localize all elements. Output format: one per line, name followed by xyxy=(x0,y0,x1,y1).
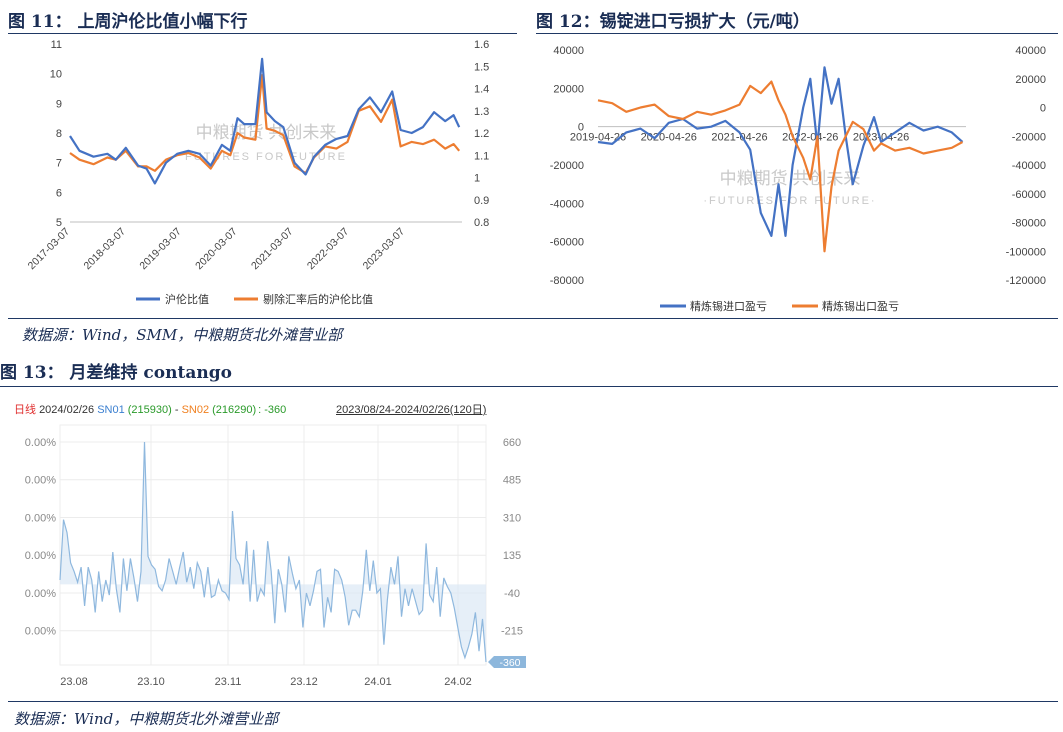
sn01-value: (215930) xyxy=(127,404,172,416)
y-left-tick-label: 0.00% xyxy=(25,437,56,449)
x-tick-label: 23.12 xyxy=(290,676,318,688)
y-right-tick-label: -40 xyxy=(504,588,520,600)
watermark-cn: 中粮期货 共创未来 xyxy=(196,123,337,142)
y-right-tick-label: 1.6 xyxy=(474,39,489,51)
y-right-tick-label: 310 xyxy=(503,512,521,524)
x-tick-label: 2019-03-07 xyxy=(137,226,184,273)
y-right-tick-label: -40000 xyxy=(1012,160,1046,172)
figure13-header: 日线 2024/02/26 SN01 (215930) - SN02 (216290… xyxy=(14,401,524,417)
y-right-tick-label: 1.4 xyxy=(474,84,489,96)
y-right-tick-label: 135 xyxy=(503,550,521,562)
date-range[interactable]: 2023/08/24-2024/02/26(120日) xyxy=(336,404,487,416)
y-left-tick-label: 5 xyxy=(56,217,62,229)
y-right-tick-label: -120000 xyxy=(1006,275,1046,287)
x-tick-label: 2017-03-07 xyxy=(26,226,73,273)
series-line xyxy=(597,80,964,253)
figure12-title: 图 12：锡锭进口亏损扩大（元/吨） xyxy=(536,12,810,32)
figure12-chart: 中粮期货 共创未来·FUTURES FOR FUTURE·-80000-6000… xyxy=(550,45,1046,313)
header-dash: - xyxy=(174,404,179,416)
y-right-tick-label: 40000 xyxy=(1015,45,1046,57)
watermark-en: FUTURES FOR FUTURE xyxy=(185,151,347,163)
sn02-value: (216290) xyxy=(212,404,257,416)
y-left-tick-label: 20000 xyxy=(553,83,584,95)
header-date: 2024/02/26 xyxy=(39,404,95,416)
y-right-tick-label: -215 xyxy=(501,626,523,638)
y-left-tick-label: -40000 xyxy=(550,198,584,210)
y-right-tick-label: -100000 xyxy=(1006,246,1046,258)
legend-label: 沪伦比值 xyxy=(165,292,209,306)
y-left-tick-label: -20000 xyxy=(550,160,584,172)
y-right-tick-label: 20000 xyxy=(1015,74,1046,86)
x-tick-label: 2018-03-07 xyxy=(81,226,128,273)
spread-line xyxy=(59,441,487,663)
y-right-tick-label: 1.2 xyxy=(474,128,489,140)
y-left-tick-label: 0.00% xyxy=(25,475,56,487)
figure11-title-rule xyxy=(8,33,517,34)
x-tick-label: 24.01 xyxy=(364,676,392,688)
figure13-title: 图 13： 月差维持 contango xyxy=(0,363,232,383)
y-right-tick-label: -20000 xyxy=(1012,131,1046,143)
sn01-name: SN01 xyxy=(97,404,125,416)
y-right-tick-label: 1 xyxy=(474,173,480,185)
x-tick-label: 24.02 xyxy=(444,676,472,688)
figure11-chart: 中粮期货 共创未来 FUTURES FOR FUTURE 5 6 7 8 9 10 11 0.8 0… xyxy=(26,39,490,306)
y-left-tick-label: -80000 xyxy=(550,275,584,287)
x-tick-label: 2021-04-26 xyxy=(711,132,767,144)
y-left-tick-label: 0.00% xyxy=(25,588,56,600)
figure13-chart: 23.08 23.10 23.11 23.12 24.01 24.02 0.00% 0.00%… xyxy=(25,424,526,688)
figure13-title-rule xyxy=(0,386,1058,387)
y-left-tick-label: 8 xyxy=(56,128,62,140)
current-value-label: -360 xyxy=(499,657,520,669)
y-left-tick-label: 0.00% xyxy=(25,626,56,638)
y-right-tick-label: 1.3 xyxy=(474,106,489,118)
source-note-2: 数据源：Wind，中粮期货北外滩营业部 xyxy=(14,710,279,728)
source-note-1: 数据源：Wind，SMM，中粮期货北外滩营业部 xyxy=(22,326,343,344)
x-tick-label: 23.11 xyxy=(215,676,242,688)
x-tick-label: 2022-03-07 xyxy=(305,226,352,273)
current-value-marker xyxy=(488,656,526,668)
y-left-tick-label: 6 xyxy=(56,187,62,199)
y-right-tick-label: 0.9 xyxy=(474,195,489,207)
sn02-name: SN02 xyxy=(181,404,210,416)
y-right-tick-label: 1.5 xyxy=(474,61,489,73)
series-line xyxy=(597,66,964,237)
x-tick-label: 2020-03-07 xyxy=(193,226,240,273)
y-right-tick-label: -80000 xyxy=(1012,218,1046,230)
y-left-tick-label: 11 xyxy=(51,39,62,51)
y-right-tick-label: 0.8 xyxy=(474,217,489,229)
plot-area xyxy=(59,424,487,666)
y-left-tick-label: 0 xyxy=(578,122,584,134)
y-left-tick-label: 0.00% xyxy=(25,512,56,524)
y-left-tick-label: 10 xyxy=(50,69,62,81)
y-left-tick-label: 7 xyxy=(56,158,62,170)
legend-label: 精炼锡进口盈亏 xyxy=(690,299,767,313)
series-line xyxy=(69,57,461,185)
y-left-tick-label: -60000 xyxy=(550,237,584,249)
y-left-tick-label: 9 xyxy=(56,98,62,110)
x-tick-label: 2019-04-26 xyxy=(570,132,626,144)
spread-value: : -360 xyxy=(258,404,287,416)
y-right-tick-label: 660 xyxy=(503,437,521,449)
y-right-tick-label: 1.1 xyxy=(474,150,489,162)
x-tick-label: 23.08 xyxy=(60,676,88,688)
bottom-divider xyxy=(8,701,1058,702)
y-right-tick-label: 0 xyxy=(1040,103,1046,115)
x-tick-label: 2023-03-07 xyxy=(361,226,408,273)
figure12-title-rule xyxy=(536,33,1058,34)
figure11-title: 图 11： 上周沪伦比值小幅下行 xyxy=(8,12,248,32)
y-left-tick-label: 40000 xyxy=(553,45,584,57)
x-tick-label: 2020-04-26 xyxy=(641,132,697,144)
y-right-tick-label: -60000 xyxy=(1012,189,1046,201)
section-divider xyxy=(8,318,1058,319)
legend-label: 剔除汇率后的沪伦比值 xyxy=(263,292,373,306)
x-tick-label: 2021-03-07 xyxy=(249,226,296,273)
y-right-tick-label: 485 xyxy=(503,475,521,487)
legend-label: 精炼锡出口盈亏 xyxy=(822,299,899,313)
x-tick-label: 23.10 xyxy=(137,676,165,688)
period-type: 日线 xyxy=(14,404,36,416)
spread-area xyxy=(60,442,486,662)
y-left-tick-label: 0.00% xyxy=(25,550,56,562)
